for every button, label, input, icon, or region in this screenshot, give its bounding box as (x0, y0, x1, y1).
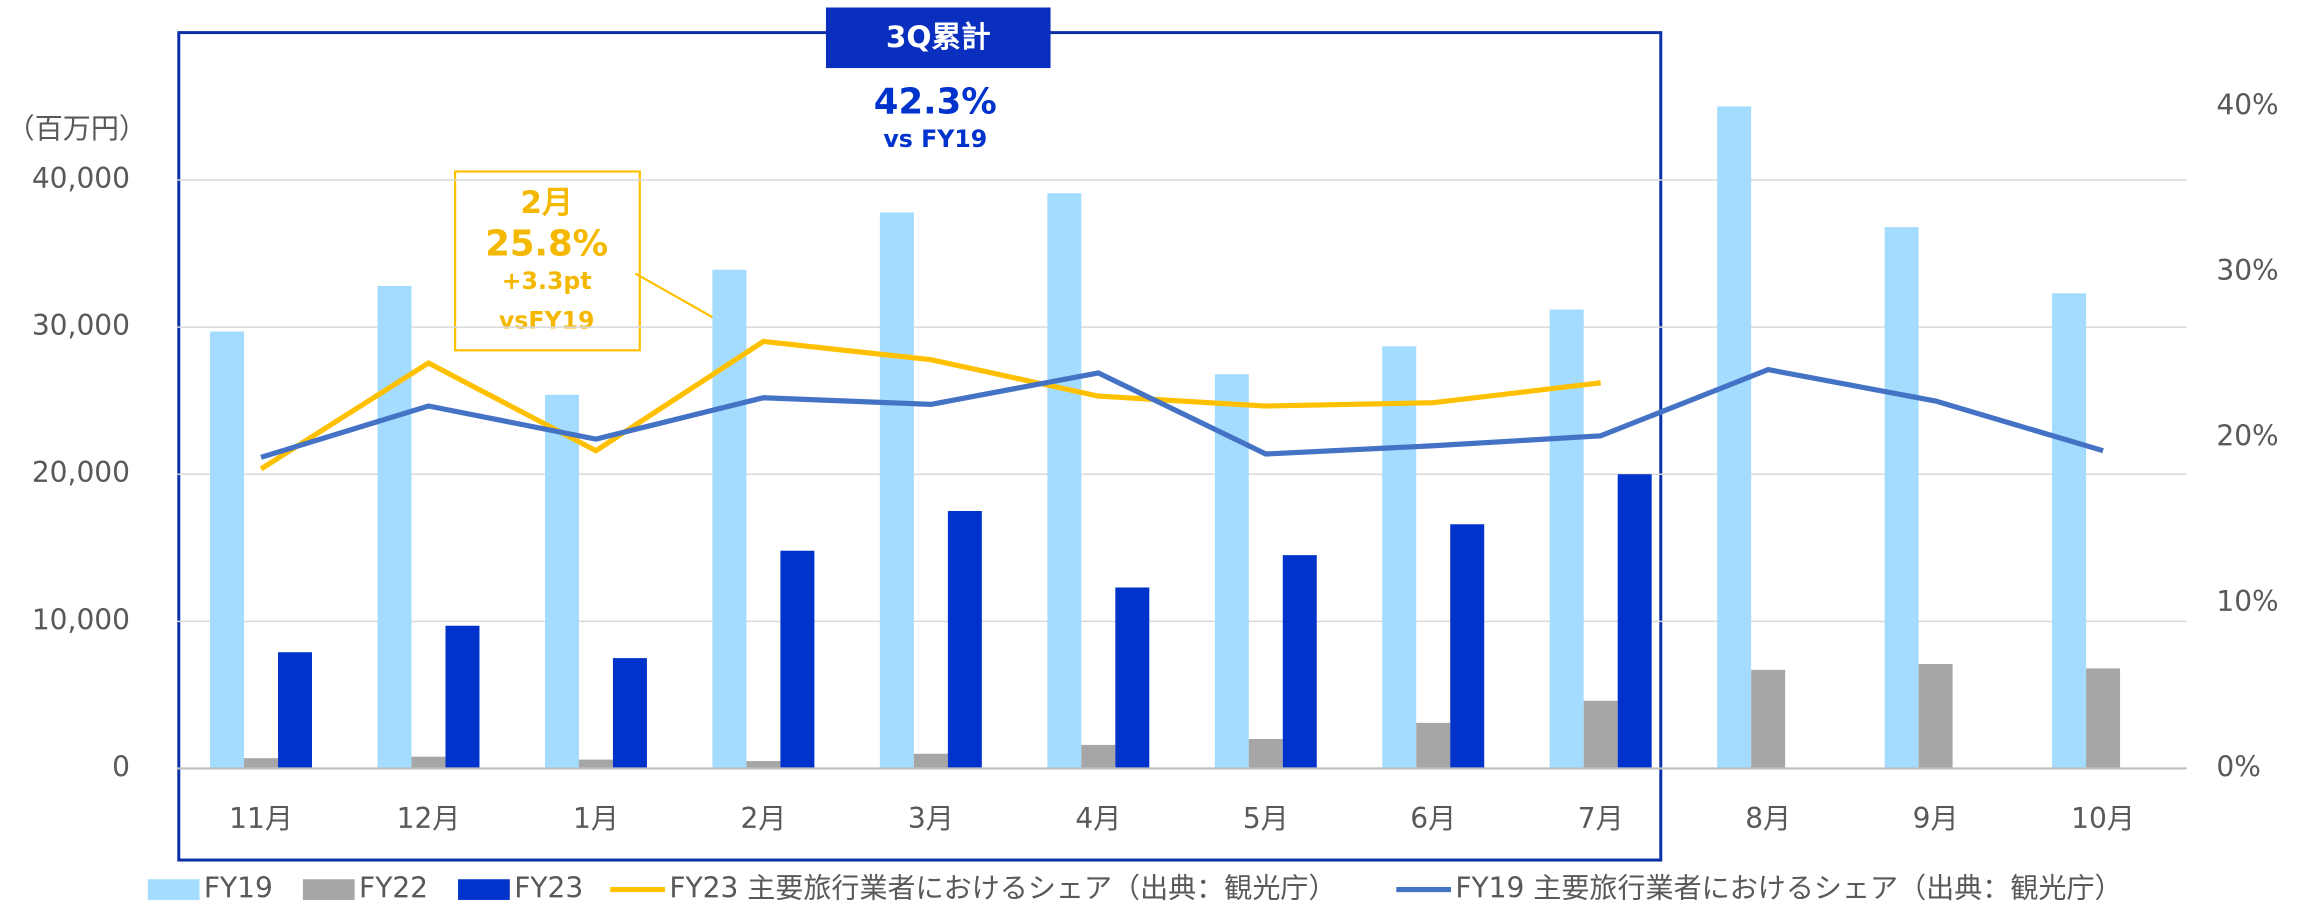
bar (578, 759, 613, 769)
bar (1751, 669, 1786, 769)
y-tick-label: 20,000 (32, 456, 130, 489)
bar (612, 658, 647, 769)
bar (1617, 474, 1652, 769)
callout-box (453, 170, 641, 352)
x-tick-label: 3月 (908, 802, 954, 835)
x-tick-label: 4月 (1075, 802, 1121, 835)
period-note: vs FY19 (883, 125, 987, 153)
legend-label: FY22 (359, 872, 428, 903)
line (260, 366, 2104, 460)
legend-swatch (302, 879, 355, 900)
line (259, 338, 1601, 472)
y-tick-label: 10,000 (32, 603, 130, 636)
bar (1047, 193, 1082, 769)
bar (746, 761, 781, 769)
bar (947, 511, 982, 769)
bar (1884, 227, 1919, 769)
legend-label: FY19 主要旅行業者におけるシェア（出典：観光庁） (1455, 872, 2122, 903)
bar (1115, 587, 1150, 769)
bar (544, 394, 579, 769)
bar (278, 652, 313, 769)
legend-label: FY19 (204, 872, 273, 903)
x-tick-label: 11月 (229, 802, 293, 835)
y2-tick-label: 40% (2216, 88, 2278, 121)
bar (210, 331, 245, 769)
bar (1081, 744, 1116, 769)
bar (1450, 524, 1485, 769)
period-value: 42.3% (874, 82, 997, 123)
bar (244, 758, 279, 769)
x-tick-label: 2月 (740, 802, 786, 835)
bar (377, 285, 412, 769)
y-tick-label: 40,000 (32, 162, 130, 195)
bar (913, 753, 948, 769)
period-label: 3Q累計 (886, 20, 991, 54)
legend-swatch (458, 879, 510, 900)
unit-label: （百万円） (7, 112, 147, 145)
bar (712, 269, 747, 769)
bar (1382, 346, 1417, 769)
bar (1248, 739, 1283, 769)
y2-tick-label: 20% (2216, 419, 2278, 452)
x-tick-label: 8月 (1745, 802, 1791, 835)
bar (1918, 663, 1953, 769)
x-tick-label: 6月 (1410, 802, 1456, 835)
legend-label: FY23 主要旅行業者におけるシェア（出典：観光庁） (669, 872, 1336, 903)
x-tick-label: 12月 (397, 802, 461, 835)
bar (1549, 309, 1584, 769)
bar (1282, 555, 1317, 769)
callout-diff: +3.3pt (502, 267, 592, 295)
bar (879, 212, 914, 769)
bar (1583, 700, 1618, 769)
y-tick-label: 30,000 (32, 309, 130, 342)
bar (1717, 106, 1752, 769)
x-tick-label: 10月 (2071, 802, 2135, 835)
bar (2052, 293, 2087, 769)
bar (411, 756, 446, 769)
y2-tick-label: 30% (2216, 254, 2278, 287)
period-label-box (825, 7, 1051, 69)
x-tick-label: 7月 (1578, 802, 1624, 835)
x-tick-label: 5月 (1243, 802, 1289, 835)
x-tick-label: 1月 (573, 802, 619, 835)
bar (1416, 722, 1451, 769)
bar (2086, 668, 2121, 769)
bar (780, 550, 815, 769)
x-tick-label: 9月 (1913, 802, 1959, 835)
legend-label: FY23 (514, 872, 583, 903)
bar (445, 625, 480, 769)
callout-month: 2月 (520, 185, 573, 221)
callout-value: 25.8% (485, 223, 608, 264)
legend-swatch (147, 879, 200, 900)
y-tick-label: 0 (112, 750, 130, 783)
y2-tick-label: 0% (2216, 750, 2261, 783)
callout-note: vsFY19 (499, 307, 595, 335)
y2-tick-label: 10% (2216, 585, 2278, 618)
